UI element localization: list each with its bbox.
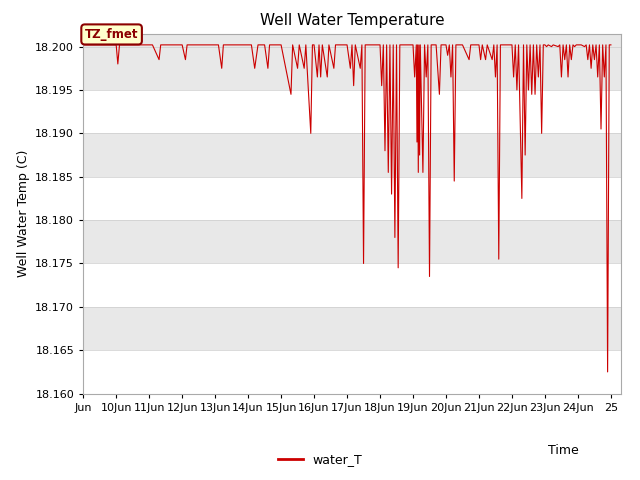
Bar [83, 264, 621, 307]
Title: Well Water Temperature: Well Water Temperature [260, 13, 444, 28]
water_T [251, 65, 259, 71]
Bar [83, 307, 621, 350]
water_T [538, 131, 545, 136]
water_T [604, 369, 611, 375]
Text: TZ_fmet: TZ_fmet [85, 28, 138, 41]
Y-axis label: Well Water Temp (C): Well Water Temp (C) [17, 150, 29, 277]
Text: Time: Time [548, 444, 579, 456]
Bar [83, 47, 621, 90]
Bar [83, 133, 621, 177]
water_T [526, 42, 534, 48]
water_T [594, 74, 602, 80]
Bar [83, 220, 621, 264]
Bar [83, 90, 621, 133]
water_T [607, 42, 615, 48]
water_T [79, 42, 87, 48]
Legend: water_T: water_T [273, 448, 367, 471]
water_T [417, 42, 424, 48]
Bar [83, 177, 621, 220]
Line: water_T: water_T [83, 45, 611, 372]
water_T [391, 235, 399, 240]
Bar [83, 350, 621, 394]
